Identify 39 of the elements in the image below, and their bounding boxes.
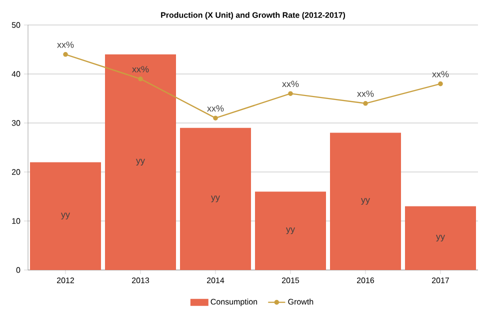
legend-label: Consumption [210, 298, 258, 306]
chart-title: Production (X Unit) and Growth Rate (2012-2017) [161, 12, 346, 20]
point [63, 52, 68, 57]
x-tick-label: 2013 [132, 278, 150, 284]
data-label: xx% [432, 70, 449, 78]
bar [405, 206, 476, 270]
bar [255, 192, 326, 270]
bar [105, 54, 176, 270]
legend-label: Growth [288, 298, 314, 305]
y-tick-label: 30 [12, 120, 20, 126]
point [288, 91, 293, 96]
data-label: yy [436, 234, 445, 242]
y-tick-label: 10 [12, 218, 20, 224]
bar [330, 132, 401, 270]
data-label: yy [61, 212, 70, 220]
data-label: xx% [207, 105, 224, 112]
x-tick-label: 2015 [282, 278, 300, 284]
data-label: xx% [132, 66, 149, 72]
data-label: yy [211, 196, 220, 202]
point [213, 116, 218, 120]
bar [30, 162, 102, 270]
point [363, 100, 368, 106]
data-label: xx% [57, 42, 74, 48]
data-label: yy [361, 198, 370, 205]
point [138, 76, 143, 82]
y-tick-label: 40 [12, 71, 20, 77]
y-tick-label: 0 [16, 267, 20, 273]
data-label: yy [286, 227, 295, 234]
data-label: yy [136, 158, 145, 166]
x-tick-label: 2016 [357, 278, 374, 284]
x-tick-label: 2017 [432, 278, 449, 284]
point [438, 81, 443, 86]
y-tick-label: 50 [12, 22, 20, 28]
x-tick-label: 2012 [57, 278, 74, 284]
x-tick-label: 2014 [207, 278, 224, 284]
data-label: xx% [282, 80, 299, 88]
data-label: xx% [357, 90, 374, 97]
y-tick-label: 20 [12, 169, 20, 175]
bar [180, 128, 251, 270]
